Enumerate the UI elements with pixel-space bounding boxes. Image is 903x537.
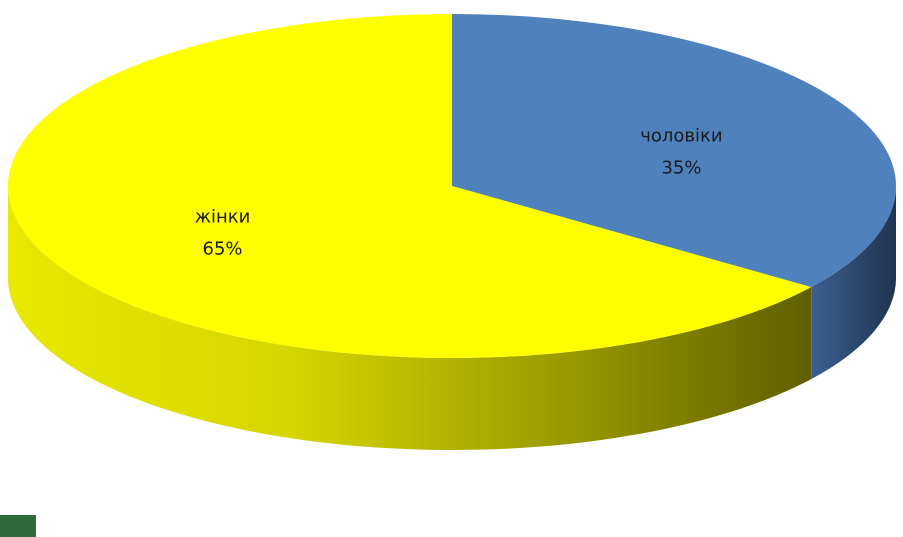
pie-slice-value-1: 65% [203, 239, 243, 260]
pie-side-layer [8, 186, 896, 450]
pie-slice-0 [452, 14, 896, 288]
pie-top-layer [7, 14, 896, 358]
pie-slice-label-1: жінки [195, 207, 251, 228]
pie-label-layer: чоловіки 35% жінки 65% [195, 125, 723, 259]
corner-decoration [0, 515, 36, 537]
pie-slice-1 [7, 14, 812, 358]
pie-slice-label-0: чоловіки [640, 125, 722, 146]
pie-side-1 [8, 186, 812, 450]
pie-side-0 [811, 186, 896, 380]
pie-slice-value-0: 35% [661, 157, 701, 178]
